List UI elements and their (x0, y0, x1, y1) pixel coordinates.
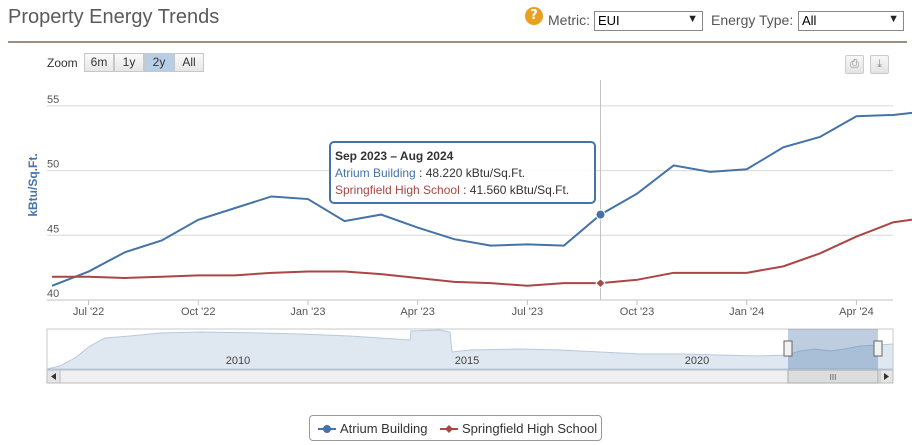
page-title: Property Energy Trends (8, 6, 220, 28)
x-tick-label: Apr '23 (400, 306, 435, 318)
legend-item-springfield[interactable]: Springfield High School (462, 421, 598, 436)
header-divider (8, 41, 907, 43)
chevron-down-icon: ▼ (888, 13, 899, 25)
x-tick-label: Oct '22 (181, 306, 216, 318)
series-lines (51, 111, 912, 289)
scroll-thumb[interactable] (787, 369, 879, 384)
navigator-area (46, 329, 894, 370)
scroll-grip: III (830, 373, 837, 382)
zoom-label: Zoom (47, 56, 78, 70)
x-tick-label: Apr '24 (839, 306, 874, 318)
download-icon: ⤓ (877, 58, 882, 70)
tooltip-series-name: Atrium Building (335, 166, 416, 180)
energy-type-select[interactable]: All ▼ (798, 11, 904, 31)
chart-legend: Atrium Building Springfield High School (309, 415, 602, 441)
navigator-label: 2010 (226, 355, 250, 367)
highlight-point-springfield[interactable] (595, 277, 606, 289)
y-tick-label: 50 (47, 159, 59, 171)
arrow-right-icon (884, 373, 889, 380)
tooltip-header: Sep 2023 – Aug 2024 (335, 149, 454, 163)
print-button[interactable]: ⎙ (845, 55, 864, 74)
tooltip-line-atrium: Atrium Building : 48.220 kBtu/Sq.Ft. (335, 165, 590, 182)
zoom-2y-button[interactable]: 2y (144, 53, 174, 72)
energy-type-select-value: All (802, 13, 817, 28)
legend-marker-springfield (445, 425, 453, 433)
y-axis-ticks: 40 45 50 55 (47, 94, 59, 300)
metric-select-value: EUI (598, 13, 620, 28)
navigator-right-handle[interactable] (873, 340, 883, 357)
y-axis-label: kBtu/Sq.Ft. (26, 153, 40, 216)
highlight-point-atrium[interactable] (595, 209, 606, 220)
navigator-left-handle[interactable] (783, 340, 793, 357)
zoom-6m-button[interactable]: 6m (84, 53, 114, 72)
tooltip-separator: : (415, 166, 426, 180)
y-tick-label: 40 (47, 288, 59, 300)
printer-icon: ⎙ (850, 58, 859, 70)
zoom-1y-button[interactable]: 1y (114, 53, 144, 72)
metric-select[interactable]: EUI ▼ (594, 11, 703, 31)
x-tick-label: Jul '23 (512, 306, 543, 318)
legend-item-atrium[interactable]: Atrium Building (340, 421, 428, 436)
arrow-left-icon (51, 373, 56, 380)
export-button[interactable]: ⤓ (870, 55, 889, 74)
chevron-down-icon: ▼ (687, 13, 698, 25)
help-icon[interactable]: ? (525, 7, 543, 25)
navigator-selection (788, 329, 878, 369)
legend-marker-atrium (323, 425, 331, 433)
data-tooltip: Sep 2023 – Aug 2024 Atrium Building : 48… (329, 141, 596, 204)
metric-label: Metric: (548, 12, 590, 28)
zoom-all-button[interactable]: All (174, 53, 204, 72)
navigator-label: 2015 (455, 355, 479, 367)
x-tick-label: Oct '23 (620, 306, 655, 318)
series-line-1[interactable] (52, 217, 912, 287)
x-tick-label: Jan '23 (290, 306, 325, 318)
y-tick-label: 45 (47, 223, 59, 235)
tooltip-series-name: Springfield High School (335, 183, 460, 197)
navigator-label: 2020 (685, 355, 709, 367)
series-line-0[interactable] (51, 111, 912, 287)
navigator-scrollbar[interactable]: III (46, 369, 894, 384)
tooltip-line-springfield: Springfield High School : 41.560 kBtu/Sq… (335, 182, 590, 199)
x-tick-label: Jul '22 (73, 306, 104, 318)
tooltip-value: 41.560 kBtu/Sq.Ft. (469, 183, 570, 197)
y-tick-label: 55 (47, 94, 59, 106)
x-tick-label: Jan '24 (729, 306, 764, 318)
x-axis-ticks: Jul '22 Oct '22 Jan '23 Apr '23 Jul '23 Oct '… (73, 300, 874, 318)
navigator[interactable]: 2010 2015 2020 (46, 328, 894, 370)
energy-type-label: Energy Type: (711, 12, 794, 28)
tooltip-separator: : (459, 183, 470, 197)
tooltip-value: 48.220 kBtu/Sq.Ft. (425, 166, 526, 180)
